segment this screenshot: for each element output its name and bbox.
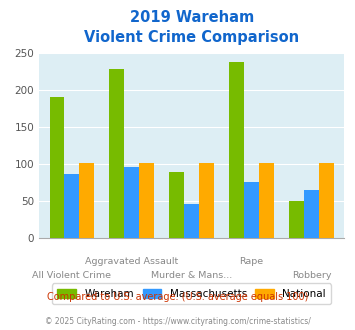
Bar [124,167,139,238]
Bar [65,174,80,238]
Text: © 2025 CityRating.com - https://www.cityrating.com/crime-statistics/: © 2025 CityRating.com - https://www.city… [45,317,310,326]
Title: 2019 Wareham
Violent Crime Comparison: 2019 Wareham Violent Crime Comparison [84,10,299,45]
Bar [184,204,199,238]
Bar [244,182,259,238]
Text: Robbery: Robbery [292,271,331,280]
Text: Murder & Mans...: Murder & Mans... [151,271,232,280]
Bar [80,163,94,238]
Legend: Wareham, Massachusetts, National: Wareham, Massachusetts, National [52,283,331,304]
Bar [139,163,154,238]
Text: Rape: Rape [240,257,264,266]
Bar [304,189,319,238]
Text: Aggravated Assault: Aggravated Assault [85,257,179,266]
Text: Compared to U.S. average. (U.S. average equals 100): Compared to U.S. average. (U.S. average … [47,292,308,302]
Bar [169,172,184,238]
Bar [199,163,214,238]
Text: All Violent Crime: All Violent Crime [32,271,111,280]
Bar [50,97,65,238]
Bar [109,69,124,238]
Bar [289,201,304,238]
Bar [229,62,244,238]
Bar [319,163,334,238]
Bar [259,163,274,238]
